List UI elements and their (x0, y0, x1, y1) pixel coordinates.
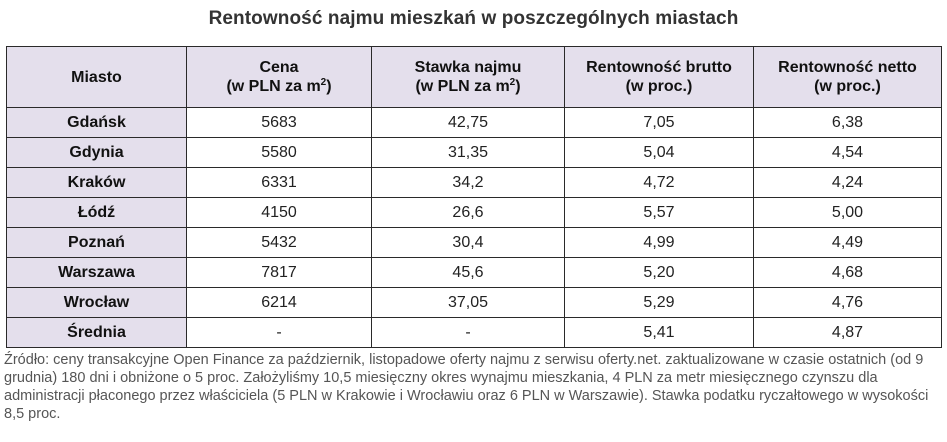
header-text: Rentowność brutto (586, 59, 732, 76)
gross-yield-cell: 5,20 (564, 257, 754, 288)
header-subtext: (w PLN za m (415, 78, 510, 95)
column-header-net-yield: Rentowność netto (w proc.) (753, 46, 942, 108)
price-cell: 5432 (186, 227, 372, 258)
rent-cell: - (371, 317, 565, 348)
rent-cell: 34,2 (371, 167, 565, 198)
column-header-price: Cena (w PLN za m2) (186, 46, 372, 108)
net-yield-cell: 4,76 (753, 287, 942, 318)
price-cell: 6214 (186, 287, 372, 318)
gross-yield-cell: 5,41 (564, 317, 754, 348)
net-yield-cell: 4,68 (753, 257, 942, 288)
header-subtext: (w proc.) (625, 78, 693, 95)
city-cell: Łódź (6, 197, 187, 228)
price-cell: 7817 (186, 257, 372, 288)
header-text: Cena (259, 59, 299, 76)
header-text: Stawka najmu (414, 59, 522, 76)
gross-yield-cell: 4,99 (564, 227, 754, 258)
gross-yield-cell: 4,72 (564, 167, 754, 198)
rent-cell: 31,35 (371, 137, 565, 168)
net-yield-cell: 4,87 (753, 317, 942, 348)
header-close-paren: ) (326, 78, 332, 95)
source-footnote: Źródło: ceny transakcyjne Open Finance z… (4, 352, 929, 422)
table-row: Poznań 5432 30,4 4,99 4,49 (6, 227, 942, 258)
price-cell: 4150 (186, 197, 372, 228)
header-text: Miasto (71, 68, 122, 86)
header-text: Rentowność netto (778, 59, 917, 76)
net-yield-cell: 4,24 (753, 167, 942, 198)
table-header-row: Miasto Cena (w PLN za m2) Stawka najmu (… (6, 46, 942, 108)
header-superscript: 2 (509, 77, 516, 88)
table-row-average: Średnia - - 5,41 4,87 (6, 317, 942, 348)
rent-cell: 30,4 (371, 227, 565, 258)
net-yield-cell: 4,49 (753, 227, 942, 258)
table-row: Gdańsk 5683 42,75 7,05 6,38 (6, 107, 942, 138)
gross-yield-cell: 5,04 (564, 137, 754, 168)
city-cell: Gdańsk (6, 107, 187, 138)
city-cell: Warszawa (6, 257, 187, 288)
city-cell: Wrocław (6, 287, 187, 318)
price-cell: 5683 (186, 107, 372, 138)
gross-yield-cell: 5,29 (564, 287, 754, 318)
page-title: Rentowność najmu mieszkań w poszczególny… (208, 8, 739, 29)
table-row: Łódź 4150 26,6 5,57 5,00 (6, 197, 942, 228)
price-cell: - (186, 317, 372, 348)
column-header-city: Miasto (6, 46, 187, 108)
rent-cell: 26,6 (371, 197, 565, 228)
city-cell: Kraków (6, 167, 187, 198)
city-cell: Poznań (6, 227, 187, 258)
net-yield-cell: 4,54 (753, 137, 942, 168)
header-subtext: (w proc.) (814, 78, 881, 95)
city-cell: Gdynia (6, 137, 187, 168)
column-header-rent: Stawka najmu (w PLN za m2) (371, 46, 565, 108)
rent-cell: 37,05 (371, 287, 565, 318)
rental-yield-table: Miasto Cena (w PLN za m2) Stawka najmu (… (6, 46, 942, 348)
price-cell: 5580 (186, 137, 372, 168)
header-superscript: 2 (320, 77, 327, 88)
gross-yield-cell: 5,57 (564, 197, 754, 228)
net-yield-cell: 6,38 (753, 107, 942, 138)
table-row: Warszawa 7817 45,6 5,20 4,68 (6, 257, 942, 288)
price-cell: 6331 (186, 167, 372, 198)
gross-yield-cell: 7,05 (564, 107, 754, 138)
city-cell: Średnia (6, 317, 187, 348)
header-subtext: (w PLN za m (226, 78, 321, 95)
net-yield-cell: 5,00 (753, 197, 942, 228)
table-row: Kraków 6331 34,2 4,72 4,24 (6, 167, 942, 198)
rent-cell: 45,6 (371, 257, 565, 288)
rent-cell: 42,75 (371, 107, 565, 138)
table-row: Wrocław 6214 37,05 5,29 4,76 (6, 287, 942, 318)
header-close-paren: ) (515, 78, 521, 95)
table-row: Gdynia 5580 31,35 5,04 4,54 (6, 137, 942, 168)
column-header-gross-yield: Rentowność brutto (w proc.) (564, 46, 754, 108)
